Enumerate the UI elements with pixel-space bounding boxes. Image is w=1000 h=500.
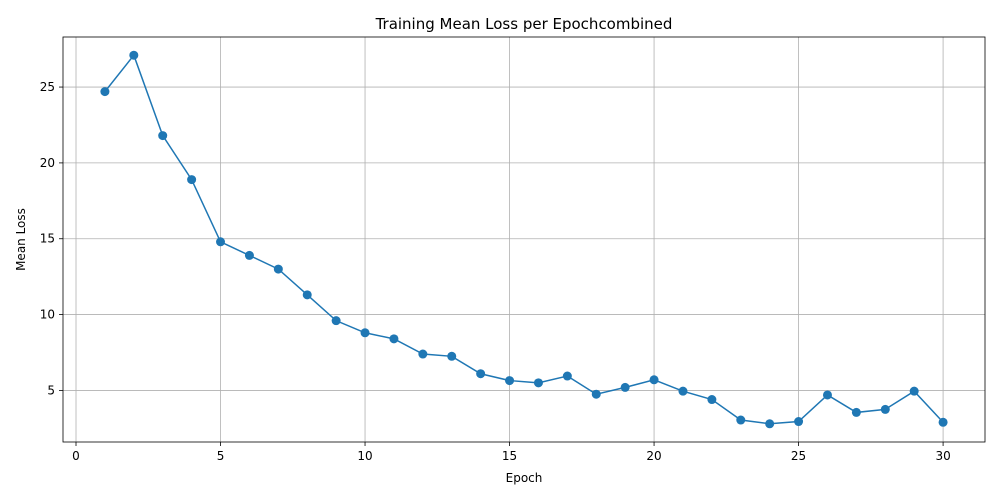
loss-point <box>794 417 804 427</box>
x-axis-label: Epoch <box>506 471 543 485</box>
x-tick-label: 25 <box>791 449 806 463</box>
loss-point <box>418 349 428 359</box>
loss-point <box>447 351 457 361</box>
loss-point <box>100 87 110 97</box>
y-axis-label: Mean Loss <box>14 208 28 271</box>
loss-point <box>765 419 775 429</box>
loss-point <box>736 415 746 425</box>
chart-title: Training Mean Loss per Epochcombined <box>375 15 673 33</box>
x-tick-label: 10 <box>357 449 372 463</box>
loss-point <box>187 175 197 185</box>
loss-point <box>505 376 515 386</box>
y-tick-label: 25 <box>40 80 55 94</box>
x-tick-label: 0 <box>72 449 80 463</box>
loss-point <box>244 250 254 260</box>
loss-point <box>707 395 717 405</box>
y-tick-label: 10 <box>40 308 55 322</box>
y-tick-label: 5 <box>47 383 55 397</box>
loss-point <box>273 264 283 274</box>
tick-layer: 0 5 10 15 20 25 30 5 10 15 20 25 <box>40 80 951 463</box>
x-tick-label: 5 <box>217 449 225 463</box>
loss-line <box>104 53 944 425</box>
y-tick-label: 20 <box>40 156 55 170</box>
loss-point <box>851 407 861 417</box>
loss-point <box>591 389 601 399</box>
x-tick-label: 20 <box>646 449 661 463</box>
loss-point <box>360 328 370 338</box>
loss-point <box>938 417 948 427</box>
loss-point <box>302 290 312 300</box>
loss-point <box>649 375 659 385</box>
loss-point <box>216 237 226 247</box>
loss-point <box>389 334 399 344</box>
loss-point <box>129 50 139 60</box>
loss-point <box>909 386 919 396</box>
series-layer <box>100 50 948 429</box>
plot-frame <box>62 36 986 443</box>
loss-point <box>822 390 832 400</box>
loss-point <box>562 371 572 381</box>
loss-point <box>331 316 341 326</box>
x-tick-label: 30 <box>935 449 950 463</box>
grid-layer <box>63 37 985 442</box>
loss-point <box>158 131 168 141</box>
loss-point <box>678 386 688 396</box>
loss-point <box>476 369 486 379</box>
loss-point <box>880 404 890 414</box>
loss-point <box>620 382 630 392</box>
y-tick-label: 15 <box>40 232 55 246</box>
loss-point <box>533 378 543 388</box>
x-tick-label: 15 <box>502 449 517 463</box>
